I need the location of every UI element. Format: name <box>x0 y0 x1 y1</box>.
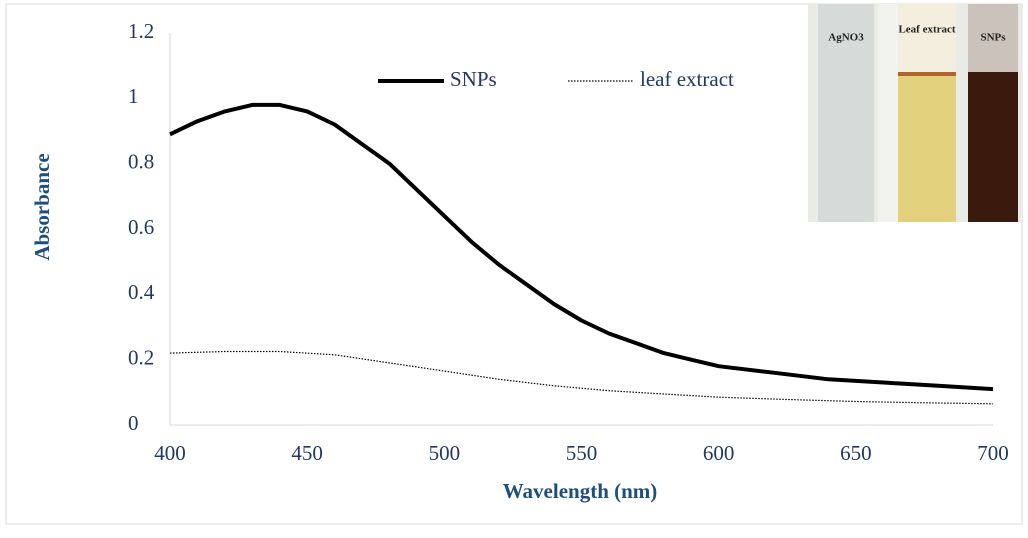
series-line <box>169 102 994 392</box>
tube-agno3 <box>818 4 874 222</box>
tube-leaf-top <box>898 4 956 74</box>
x-tick-label: 600 <box>703 441 735 465</box>
x-tick-label: 550 <box>566 441 598 465</box>
tube-leaf-meniscus <box>898 72 956 76</box>
chart-border <box>5 3 1023 525</box>
gap <box>878 4 898 222</box>
inset-label: SNPs <box>980 32 1006 44</box>
y-axis-title: Absorbance <box>30 153 54 260</box>
inset-label: Leaf extract <box>898 24 955 36</box>
x-tick-label: 400 <box>154 441 186 465</box>
y-tick-label: 0.8 <box>128 149 154 173</box>
y-tick-label: 1.2 <box>128 19 154 43</box>
inset-photo: AgNO3 Leaf extract SNPs <box>808 4 1022 222</box>
tube-snps-top <box>968 4 1018 72</box>
y-tick-label: 0.4 <box>128 280 155 304</box>
x-tick-label: 500 <box>429 441 461 465</box>
y-tick-label: 0.6 <box>128 215 154 239</box>
x-tick-label: 450 <box>291 441 323 465</box>
legend-label: SNPs <box>450 67 497 91</box>
y-tick-label: 1 <box>128 84 139 108</box>
y-tick-label: 0.2 <box>128 345 154 369</box>
x-tick-label: 700 <box>977 441 1009 465</box>
inset-label: AgNO3 <box>828 32 864 44</box>
series-line <box>169 350 994 405</box>
x-tick-label: 650 <box>840 441 872 465</box>
legend-label: leaf extract <box>640 67 734 91</box>
x-axis-title: Wavelength (nm) <box>503 479 658 503</box>
y-tick-label: 0 <box>128 411 139 435</box>
